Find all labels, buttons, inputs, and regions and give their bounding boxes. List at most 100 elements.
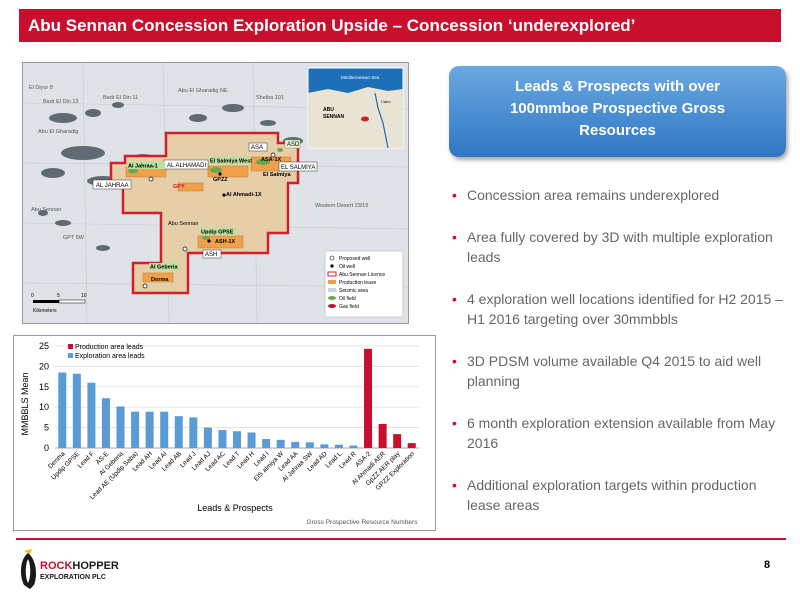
chart-x-axis-label: Leads & Prospects xyxy=(197,503,273,513)
resource-chart: 0 5 10 15 20 25 Denma Updip GPSE Lead F AS-E Al G… xyxy=(13,335,436,531)
chart-bar xyxy=(232,431,242,448)
map-dark-label: El Salmiya xyxy=(263,172,291,178)
callout-line: Leads & Prospects with over xyxy=(514,78,721,95)
page-number: 8 xyxy=(764,559,771,571)
chart-y-tick-label: 0 xyxy=(44,443,49,453)
bullet-item: • 6 month exploration extension available… xyxy=(452,415,776,451)
map-label: Abu El Gharadig xyxy=(38,129,78,135)
chart-bar xyxy=(334,444,343,448)
bullet-item: • 4 exploration well locations identified… xyxy=(452,291,783,327)
chart-bar xyxy=(58,372,67,448)
chart-y-tick-label: 20 xyxy=(39,361,49,371)
company-logo: ROCKHOPPER EXPLORATION PLC xyxy=(16,545,136,593)
inset-label-line2: SENNAN xyxy=(323,114,345,120)
callout-line: 100mmboe Prospective Gross xyxy=(509,100,726,117)
bullet-text: 4 exploration well locations identified … xyxy=(467,291,783,327)
logo-text-line2: EXPLORATION PLC xyxy=(40,574,106,581)
title-bar: Abu Sennan Concession Exploration Upside… xyxy=(19,9,781,42)
legend-swatch-exploration xyxy=(68,353,73,358)
chart-bar xyxy=(116,406,125,448)
chart-bar xyxy=(145,411,154,448)
chart-bar xyxy=(364,348,373,448)
legend-item: Oil field xyxy=(339,296,356,302)
map-boxed-label: ASD xyxy=(287,142,300,148)
map-boxed-label: EL SALMIYA xyxy=(281,165,315,171)
chart-bar xyxy=(407,443,416,448)
chart-bar xyxy=(276,439,285,448)
map-well-label: GPZZ xyxy=(213,177,228,183)
bullet-item: • 3D PDSM volume available Q4 2015 to aid… xyxy=(452,353,762,389)
chart-caption: Gross Prospective Resource Numbers xyxy=(307,519,419,526)
map-label: Abu El Gharadig NE xyxy=(178,88,228,94)
map-boxed-label: AL ALHAMADI xyxy=(167,163,206,169)
chart-bar xyxy=(393,434,402,448)
map-label: Badr El Din 13 xyxy=(43,99,78,105)
highlight-callout: Leads & Prospects with over 100mmboe Pro… xyxy=(449,66,786,157)
chart-bar xyxy=(131,411,140,448)
chart-bar xyxy=(247,432,256,448)
inset-sea-label: Mediterranean Sea xyxy=(341,75,380,80)
chart-y-tick-label: 5 xyxy=(44,423,49,433)
bullet-item: • Additional exploration targets within p… xyxy=(452,477,757,513)
bullet-list: • Concession area remains underexplored •… xyxy=(452,185,792,537)
chart-legend: Production area leads Exploration area l… xyxy=(68,344,145,360)
map-well-label: ASA-1X xyxy=(261,157,282,163)
legend-item: Oil well xyxy=(339,264,355,270)
bullet-item: • Concession area remains underexplored xyxy=(452,187,720,203)
legend-item: Seismic area xyxy=(339,288,368,294)
chart-bar xyxy=(291,441,300,448)
footer-divider xyxy=(16,538,786,540)
chart-bar xyxy=(160,411,169,448)
map-label: GPT 5W xyxy=(63,235,85,241)
map-green-label: Al Geberia xyxy=(150,265,178,271)
chart-bar xyxy=(87,382,96,448)
map-well-label: ASH-1X xyxy=(215,239,236,245)
chart-bar xyxy=(320,444,329,448)
bullet-text: Concession area remains underexplored xyxy=(467,187,720,203)
bullet-item: • Area fully covered by 3D with multiple … xyxy=(452,229,773,265)
bullet-text: 3D PDSM volume available Q4 2015 to aid … xyxy=(467,353,762,389)
map-green-label: Updip GPSE xyxy=(201,230,234,236)
chart-bar xyxy=(262,439,271,448)
inset-label-line1: ABU xyxy=(323,107,334,113)
map-well-label: GPY xyxy=(173,184,185,190)
callout-text: Leads & Prospects with over 100mmboe Pro… xyxy=(449,76,786,142)
inset-map: Mediterranean Sea ABU SENNAN Cairo xyxy=(307,67,404,149)
legend-swatch-production xyxy=(68,344,73,349)
bullet-text: 6 month exploration extension available … xyxy=(467,415,776,451)
chart-bar xyxy=(203,427,212,448)
chart-bar xyxy=(378,423,387,448)
map-green-label: Al Jahraa-1 xyxy=(128,164,158,170)
chart-y-tick-label: 15 xyxy=(39,382,49,392)
map-boxed-label: ASA xyxy=(251,145,263,151)
chart-bar xyxy=(72,373,81,448)
legend-item: Proposed well xyxy=(339,256,370,262)
legend-label-exploration: Exploration area leads xyxy=(75,353,145,360)
chart-bar xyxy=(101,398,110,448)
map-graphic: Abu El Gharadig NE Badr El Din 11 Sheiba… xyxy=(23,63,408,323)
callout-line: Resources xyxy=(579,122,656,139)
scale-tick: 0 xyxy=(31,293,34,299)
map-well-label: Al Ahmadi-1X xyxy=(226,192,262,198)
chart-bar xyxy=(189,417,198,448)
legend-item: Gas field xyxy=(339,304,359,310)
map-label: Western Desert 23/15 xyxy=(315,203,368,209)
inset-city-label: Cairo xyxy=(381,99,391,104)
legend-item: Production lease xyxy=(339,280,376,286)
chart-bar xyxy=(218,430,227,448)
map-dark-label: Dorma xyxy=(151,277,169,283)
chart-bar xyxy=(349,445,358,448)
map-label: Abu Sennan xyxy=(31,207,61,213)
chart-bar xyxy=(305,442,314,448)
chart-x-tick-label: Lead F xyxy=(77,450,96,469)
map-boxed-label: ASH xyxy=(205,252,217,258)
concession-map: Abu El Gharadig NE Badr El Din 11 Sheiba… xyxy=(22,62,409,324)
chart-y-axis-label: MMBBLS Mean xyxy=(20,372,30,435)
logo-text-line1: ROCKHOPPER xyxy=(40,560,119,572)
legend-label-production: Production area leads xyxy=(75,344,144,351)
bullet-text: Area fully covered by 3D with multiple e… xyxy=(467,229,773,265)
map-dark-label: Abu Sennan xyxy=(168,221,198,227)
rockhopper-logo: ROCKHOPPER EXPLORATION PLC xyxy=(20,549,119,589)
chart-bar xyxy=(174,416,183,448)
